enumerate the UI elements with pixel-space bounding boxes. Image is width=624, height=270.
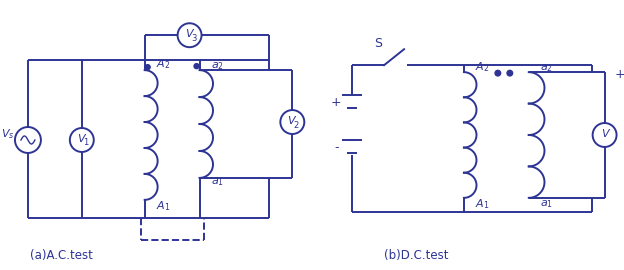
Text: V: V <box>185 29 192 39</box>
Circle shape <box>495 70 500 76</box>
Text: $A_1$: $A_1$ <box>475 197 489 211</box>
Circle shape <box>507 70 512 76</box>
Text: -: - <box>334 141 338 154</box>
Text: +: + <box>614 68 624 81</box>
Text: V: V <box>288 116 295 126</box>
Text: $A_2$: $A_2$ <box>475 60 489 74</box>
Text: 2: 2 <box>294 120 299 130</box>
Text: V: V <box>601 129 608 139</box>
Text: $a_2$: $a_2$ <box>540 62 553 74</box>
Text: +: + <box>331 96 341 109</box>
Text: V: V <box>77 134 85 144</box>
Text: $A_2$: $A_2$ <box>155 57 170 71</box>
Text: $a_2$: $a_2$ <box>210 60 223 72</box>
Text: S: S <box>374 37 382 50</box>
Text: $V_s$: $V_s$ <box>1 127 15 141</box>
Text: $a_1$: $a_1$ <box>540 198 553 210</box>
Circle shape <box>194 64 199 69</box>
Text: (b)D.C.test: (b)D.C.test <box>384 249 449 262</box>
Text: 3: 3 <box>191 34 196 43</box>
Text: (a)A.C.test: (a)A.C.test <box>30 249 93 262</box>
Text: $A_1$: $A_1$ <box>155 199 170 213</box>
Text: $a_1$: $a_1$ <box>210 176 223 188</box>
Circle shape <box>145 65 150 70</box>
Text: 1: 1 <box>83 139 89 147</box>
